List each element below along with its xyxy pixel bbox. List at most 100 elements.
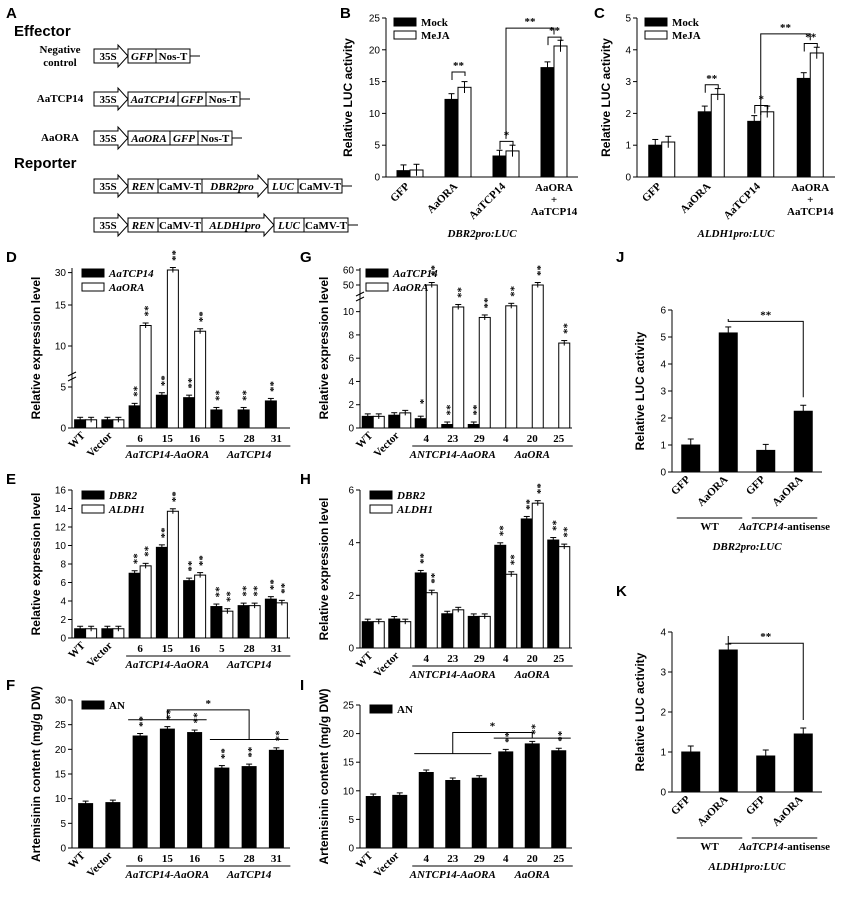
bar-dbr2 (361, 621, 374, 649)
y-tick-label: 20 (369, 45, 381, 56)
significance-mark: ** (425, 265, 437, 277)
significance-bracket (505, 27, 555, 139)
legend-swatch (81, 282, 105, 292)
x-axis-label: ALDH1pro:LUC (697, 228, 776, 240)
bracket-label: ** (525, 16, 537, 28)
bracket-label: ** (453, 60, 465, 72)
y-tick-label: 30 (55, 696, 67, 707)
axis-break-mark (355, 291, 365, 297)
legend-swatch (365, 268, 389, 278)
x-tick-label: Vector (85, 640, 115, 670)
construct-element-label: REN (131, 220, 156, 232)
y-tick-label: 60 (343, 266, 355, 277)
construct-element-label: DBR2pro (209, 181, 254, 193)
bracket-label: * (504, 129, 510, 141)
x-tick-label: Vector (372, 430, 402, 460)
effector-title: Effector (14, 23, 71, 40)
bar-an (78, 803, 94, 849)
significance-mark: ** (166, 491, 178, 503)
legend-swatch (393, 30, 417, 40)
x-tick-label: AaORA (791, 182, 829, 194)
bar-aldh1 (248, 605, 261, 639)
legend-label: Mock (672, 17, 700, 29)
x-tick-label: AaTCP14 (787, 206, 834, 218)
construct-element-label: GFP (131, 51, 153, 63)
bar-aatcp14 (183, 397, 196, 429)
x-tick-label: 25 (553, 433, 565, 445)
significance-mark: ** (504, 554, 516, 566)
construct-element-label: CaMV-T (159, 181, 202, 193)
significance-mark: ** (133, 716, 145, 728)
x-tick-label: 4 (424, 653, 430, 665)
bar-aldh1 (478, 615, 491, 649)
bar-aatcp14 (237, 409, 250, 429)
x-tick-label: 15 (162, 853, 174, 865)
y-tick-label: 5 (660, 333, 666, 344)
significance-mark: ** (248, 586, 260, 598)
group-label: WT (700, 841, 719, 853)
bar-aaora (558, 342, 571, 429)
significance-mark: ** (128, 386, 140, 398)
significance-mark: ** (139, 546, 151, 558)
bar-an (268, 749, 284, 849)
legend-label: Mock (421, 17, 449, 29)
group-label: AaTCP14 (226, 449, 272, 461)
y-tick-label: 1 (660, 441, 666, 452)
x-tick-label: 5 (219, 853, 225, 865)
y-tick-label: 0 (348, 844, 354, 855)
bar-an (551, 750, 567, 849)
promoter-arrow (93, 173, 129, 199)
y-tick-label: 5 (60, 383, 66, 394)
bar-aldh1 (452, 609, 465, 649)
significance-mark: ** (139, 306, 151, 318)
significance-bracket (452, 731, 533, 754)
x-tick-label: AaORA (678, 181, 713, 216)
panel-label-e: E (6, 471, 16, 488)
significance-mark: ** (504, 286, 516, 298)
significance-bracket (727, 636, 804, 720)
bar-dbr2 (520, 518, 533, 649)
y-tick-label: 0 (348, 424, 354, 435)
significance-mark: ** (209, 390, 221, 402)
bar-aatcp14 (264, 400, 277, 429)
bar-aldh1 (505, 573, 518, 649)
bracket-label: ** (706, 73, 718, 85)
y-tick-label: 0 (60, 634, 66, 645)
group-label: ANTCP14-AaORA (409, 869, 496, 881)
significance-mark: ** (128, 553, 140, 565)
legend-label: AN (397, 704, 413, 716)
bar-dbr2 (467, 615, 480, 649)
x-tick-label: 20 (527, 653, 539, 665)
bar-mock (540, 67, 555, 178)
x-axis-label: DBR2pro:LUC (446, 228, 517, 240)
bar-an (392, 794, 408, 849)
significance-mark: ** (425, 573, 437, 585)
x-tick-label: 28 (244, 643, 256, 655)
y-tick-label: 4 (660, 628, 666, 639)
y-tick-label: 0 (60, 844, 66, 855)
y-tick-label: 1 (660, 748, 666, 759)
panel-label-c: C (594, 5, 605, 22)
construct-element-label: 35S (99, 181, 116, 193)
bracket-label: * (206, 698, 212, 710)
x-tick-label: 6 (137, 643, 143, 655)
bar-aatcp14 (210, 409, 223, 429)
y-tick-label: 15 (369, 77, 381, 88)
y-tick-label: 3 (660, 668, 666, 679)
bar-an (187, 732, 203, 849)
y-axis-label: Relative LUC activity (633, 331, 647, 450)
x-axis-label: DBR2pro:LUC (711, 541, 782, 553)
x-tick-label: GFP (744, 473, 768, 497)
x-tick-label: 5 (219, 643, 225, 655)
significance-mark: ** (155, 527, 167, 539)
promoter-arrow (201, 212, 275, 238)
construct-element-label: 35S (99, 220, 116, 232)
x-tick-label: AaORA (535, 182, 573, 194)
promoter-arrow (201, 173, 269, 199)
x-tick-label: WT (66, 849, 88, 871)
panel-label-d: D (6, 249, 17, 266)
bar-meja (457, 86, 472, 178)
legend-swatch (365, 282, 389, 292)
